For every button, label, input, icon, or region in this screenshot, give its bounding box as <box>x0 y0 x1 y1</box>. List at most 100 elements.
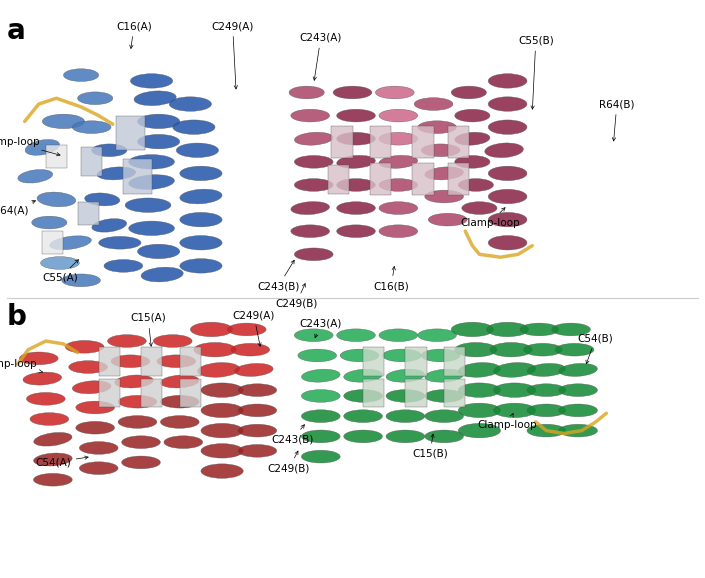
Ellipse shape <box>302 390 341 402</box>
Ellipse shape <box>379 109 417 122</box>
Ellipse shape <box>99 236 141 249</box>
Ellipse shape <box>20 352 58 365</box>
Ellipse shape <box>379 329 417 342</box>
Ellipse shape <box>341 349 379 362</box>
Bar <box>141 347 162 376</box>
Ellipse shape <box>424 410 464 423</box>
Text: R64(A): R64(A) <box>0 201 35 216</box>
Bar <box>363 347 384 376</box>
Ellipse shape <box>488 73 527 88</box>
Ellipse shape <box>302 410 341 423</box>
Ellipse shape <box>455 342 497 357</box>
Ellipse shape <box>137 134 180 149</box>
Bar <box>370 163 391 195</box>
Ellipse shape <box>18 169 53 183</box>
Ellipse shape <box>130 73 173 88</box>
Ellipse shape <box>337 109 375 122</box>
Ellipse shape <box>122 436 161 449</box>
Ellipse shape <box>180 212 222 227</box>
Bar <box>180 347 201 376</box>
Ellipse shape <box>291 109 330 122</box>
Ellipse shape <box>337 329 375 342</box>
Bar <box>328 165 349 194</box>
Ellipse shape <box>415 98 453 110</box>
Ellipse shape <box>462 202 497 214</box>
Text: C243(B): C243(B) <box>271 425 314 444</box>
Ellipse shape <box>30 413 69 425</box>
Ellipse shape <box>425 369 463 382</box>
Ellipse shape <box>107 335 147 347</box>
Bar <box>444 347 465 376</box>
Ellipse shape <box>379 225 417 238</box>
Ellipse shape <box>157 355 196 368</box>
Ellipse shape <box>337 202 375 214</box>
Ellipse shape <box>424 390 464 402</box>
Ellipse shape <box>118 416 157 428</box>
Ellipse shape <box>201 444 243 458</box>
Ellipse shape <box>344 410 382 423</box>
Ellipse shape <box>238 404 276 417</box>
Text: C249(B): C249(B) <box>275 284 317 309</box>
Ellipse shape <box>488 120 527 134</box>
Ellipse shape <box>41 257 79 269</box>
Bar <box>405 347 427 376</box>
Ellipse shape <box>451 86 486 99</box>
Ellipse shape <box>134 91 176 106</box>
Ellipse shape <box>333 86 372 99</box>
Bar <box>448 163 469 195</box>
Ellipse shape <box>231 343 269 356</box>
Text: Clamp-loop: Clamp-loop <box>0 136 60 156</box>
Ellipse shape <box>344 369 382 382</box>
Ellipse shape <box>558 384 598 397</box>
Ellipse shape <box>337 225 375 238</box>
Ellipse shape <box>520 323 559 336</box>
Ellipse shape <box>422 144 460 157</box>
Ellipse shape <box>382 349 422 362</box>
Ellipse shape <box>289 86 324 99</box>
Ellipse shape <box>379 179 417 191</box>
Ellipse shape <box>458 423 501 438</box>
Ellipse shape <box>180 258 222 273</box>
Bar <box>405 379 427 407</box>
Ellipse shape <box>201 423 243 438</box>
Ellipse shape <box>161 416 200 428</box>
Ellipse shape <box>344 430 382 443</box>
Text: C249(B): C249(B) <box>268 451 310 473</box>
Ellipse shape <box>238 424 276 437</box>
Text: C16(A): C16(A) <box>116 21 152 49</box>
Ellipse shape <box>455 155 490 168</box>
Ellipse shape <box>493 362 536 377</box>
Ellipse shape <box>291 225 330 238</box>
Bar <box>180 379 201 407</box>
Ellipse shape <box>485 143 523 158</box>
Ellipse shape <box>337 155 375 168</box>
Ellipse shape <box>34 453 72 466</box>
Ellipse shape <box>137 114 180 129</box>
Text: C16(B): C16(B) <box>374 266 409 291</box>
Ellipse shape <box>558 424 598 437</box>
Text: C243(A): C243(A) <box>300 32 342 80</box>
Ellipse shape <box>23 372 61 385</box>
Text: R64(B): R64(B) <box>599 99 634 141</box>
Ellipse shape <box>49 236 92 250</box>
Ellipse shape <box>386 430 424 443</box>
Ellipse shape <box>488 166 527 181</box>
Ellipse shape <box>295 179 333 191</box>
Ellipse shape <box>69 361 108 373</box>
Ellipse shape <box>76 401 115 414</box>
Ellipse shape <box>79 442 118 454</box>
Ellipse shape <box>115 375 153 388</box>
Ellipse shape <box>298 349 337 362</box>
Ellipse shape <box>424 190 464 203</box>
Ellipse shape <box>34 473 73 486</box>
Ellipse shape <box>379 202 417 214</box>
Bar <box>78 202 99 225</box>
Text: C54(B): C54(B) <box>578 333 613 364</box>
Ellipse shape <box>73 121 111 134</box>
Ellipse shape <box>164 436 203 449</box>
Ellipse shape <box>418 121 457 134</box>
Bar <box>412 163 434 195</box>
Ellipse shape <box>65 340 104 353</box>
Ellipse shape <box>379 155 417 168</box>
Ellipse shape <box>429 213 467 226</box>
